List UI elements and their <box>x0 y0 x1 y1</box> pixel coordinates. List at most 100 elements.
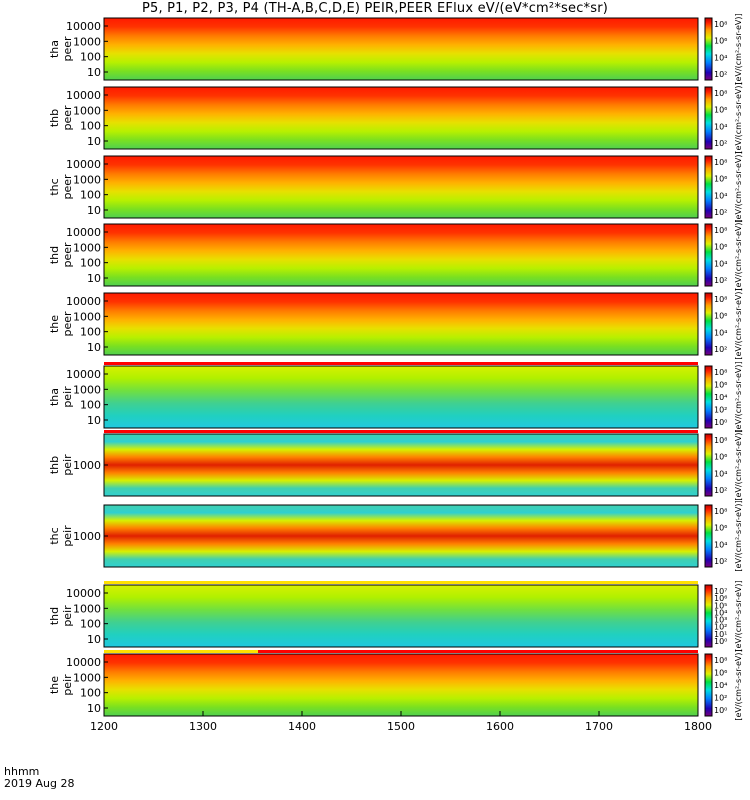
y-tick-label: 10000 <box>66 368 101 381</box>
panel-frame <box>103 17 699 81</box>
heatmap-fill <box>104 585 698 647</box>
y-tick-label: 10 <box>87 135 101 148</box>
colorbar-tick-label: 10⁴ <box>714 681 727 690</box>
colorbar <box>704 653 713 717</box>
panel-frame <box>103 292 699 356</box>
colorbar-tick-label: 10⁸ <box>714 295 727 304</box>
colorbar-tick-label: 10⁷ <box>714 587 727 596</box>
y-tick-label: 1000 <box>73 104 101 117</box>
colorbar-tick-label: 10⁶ <box>714 243 727 252</box>
heatmap-fill <box>104 505 698 567</box>
colorbar <box>704 504 713 568</box>
y-tick-label: 100 <box>80 257 101 270</box>
colorbar <box>704 17 713 81</box>
panel-thd-peer: 10000 1000 100 10 thd peer 10⁸ 10⁶ 10⁴ 10² [eV/(cm… <box>48 219 743 290</box>
y-tick-label: 100 <box>80 399 101 412</box>
x-tick-label: 1600 <box>486 720 514 733</box>
y-tick-label: 100 <box>80 51 101 64</box>
panel-probe-label: thd <box>48 607 61 625</box>
panel-species-label: peer <box>61 174 74 200</box>
y-tick-label: 1000 <box>73 459 101 472</box>
panel-thb-peir: 1000 thb peir 10⁸ 10⁶ 10⁴ 10² [eV/(cm²-s-sr-eV)… <box>48 429 743 500</box>
panel-species-label: peir <box>61 386 74 408</box>
y-tick-label: 1000 <box>73 671 101 684</box>
heatmap-fill <box>104 434 698 496</box>
colorbar-unit-label: [eV/(cm²-s-sr-eV)] <box>734 82 743 153</box>
panel-frame <box>103 155 699 219</box>
panel-the-peer: 10000 1000 100 10 the peer 10⁸ 10⁶ 10⁴ 10² [eV/(cm… <box>48 288 743 359</box>
status-bar <box>104 430 698 433</box>
panel-species-label: peir <box>61 454 74 476</box>
date-label: 2019 Aug 28 <box>4 777 75 790</box>
y-tick-label: 10000 <box>66 226 101 239</box>
colorbar-tick-label: 10⁰ <box>714 637 727 646</box>
colorbar-tick-label: 10¹ <box>714 630 727 639</box>
panel-species-label: peir <box>61 674 74 696</box>
x-tick-label: 1500 <box>387 720 415 733</box>
status-bar <box>104 362 698 365</box>
colorbar-tick-label: 10⁴ <box>714 122 727 131</box>
heatmap-fill <box>104 366 698 428</box>
y-tick-label: 100 <box>80 618 101 631</box>
colorbar-tick-label: 10⁴ <box>714 328 727 337</box>
colorbar-tick-label: 10⁶ <box>714 453 727 462</box>
y-tick-label: 10000 <box>66 89 101 102</box>
colorbar-unit-label: [eV/(cm²-s-sr-eV)] <box>734 649 743 720</box>
colorbar-tick-label: 10⁶ <box>714 175 727 184</box>
colorbar <box>704 223 713 287</box>
y-tick-label: 10 <box>87 633 101 646</box>
colorbar-tick-label: 10⁸ <box>714 89 727 98</box>
colorbar-tick-label: 10² <box>714 486 727 495</box>
colorbar-tick-label: 10⁸ <box>714 226 727 235</box>
panel-species-label: peer <box>61 242 74 268</box>
colorbar-tick-label: 10² <box>714 70 727 79</box>
y-tick-label: 10000 <box>66 587 101 600</box>
colorbar-tick-label: 10⁸ <box>714 507 727 516</box>
panel-frame <box>103 223 699 287</box>
heatmap-fill <box>104 18 698 80</box>
x-tick-label: 1200 <box>90 720 118 733</box>
colorbar <box>704 584 713 648</box>
colorbar-tick-label: 10⁶ <box>714 669 727 678</box>
colorbar-unit-label: [eV/(cm²-s-sr-eV)] <box>734 288 743 359</box>
panel-thc-peir: 1000 thc peir 10⁸ 10⁶ 10⁴ 10² [eV/(cm²-s-sr-eV)… <box>48 500 743 571</box>
x-tick-label: 1800 <box>684 720 712 733</box>
colorbar-tick-label: 10⁸ <box>714 436 727 445</box>
colorbar-unit-label: [eV/(cm²-s-sr-eV)] <box>734 500 743 571</box>
colorbar-tick-label: 10² <box>714 139 727 148</box>
y-tick-label: 1000 <box>73 602 101 615</box>
status-bar <box>104 581 698 584</box>
y-tick-label: 10000 <box>66 656 101 669</box>
colorbar-unit-label: [eV/(cm²-s-sr-eV)] <box>734 219 743 290</box>
colorbar-tick-label: 10⁶ <box>714 37 727 46</box>
y-tick-label: 10 <box>87 66 101 79</box>
colorbar-tick-label: 10⁵ <box>714 601 727 610</box>
heatmap-fill <box>104 654 698 716</box>
panel-probe-label: thd <box>48 246 61 264</box>
colorbar-tick-label: 10⁴ <box>714 393 727 402</box>
colorbar-tick-label: 10⁴ <box>714 259 727 268</box>
status-bar <box>258 650 698 653</box>
colorbar-tick-label: 10⁸ <box>714 158 727 167</box>
panel-the-peir: 10000 1000 100 10 the peir 10⁸ 10⁶ 10⁴ 10² 10⁰ [eV/… <box>48 649 743 720</box>
colorbar-tick-label: 10⁴ <box>714 540 727 549</box>
panel-tha-peir: 10000 1000 100 10 tha peir 10⁸ 10⁶ 10⁴ 10² 10⁰ [eV/… <box>48 361 743 432</box>
colorbar-tick-label: 10² <box>714 694 727 703</box>
status-bar <box>104 650 258 653</box>
colorbar-tick-label: 10⁴ <box>714 53 727 62</box>
panel-probe-label: thc <box>48 527 61 544</box>
panel-species-label: peer <box>61 105 74 131</box>
colorbar-tick-label: 10² <box>714 345 727 354</box>
colorbar-tick-label: 10⁴ <box>714 191 727 200</box>
x-tick-label: 1300 <box>189 720 217 733</box>
colorbar-unit-label: [eV/(cm²-s-sr-eV)] <box>734 151 743 222</box>
colorbar-unit-label: [eV/(cm²-s-sr-eV)] <box>734 429 743 500</box>
y-tick-label: 100 <box>80 326 101 339</box>
colorbar <box>704 433 713 497</box>
panel-frame <box>103 86 699 150</box>
y-tick-label: 10 <box>87 272 101 285</box>
colorbar-tick-label: 10² <box>714 276 727 285</box>
chart-title: P5, P1, P2, P3, P4 (TH-A,B,C,D,E) PEIR,P… <box>141 1 609 16</box>
panel-species-label: peer <box>61 311 74 337</box>
